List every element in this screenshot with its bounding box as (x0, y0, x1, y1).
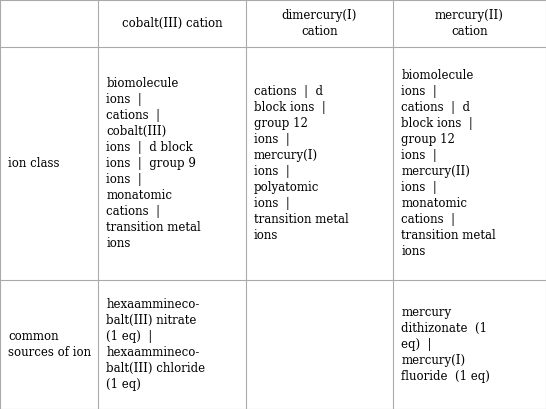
Text: biomolecule
ions  |
cations  |  d
block ions  |
group 12
ions  |
mercury(II)
ion: biomolecule ions | cations | d block ion… (401, 69, 496, 258)
Text: biomolecule
ions  |
cations  |
cobalt(III)
ions  |  d block
ions  |  group 9
ion: biomolecule ions | cations | cobalt(III)… (106, 77, 201, 250)
Text: cations  |  d
block ions  |
group 12
ions  |
mercury(I)
ions  |
polyatomic
ions : cations | d block ions | group 12 ions |… (254, 85, 349, 242)
Text: dimercury(I)
cation: dimercury(I) cation (282, 9, 357, 38)
Text: cobalt(III) cation: cobalt(III) cation (122, 17, 222, 30)
Text: mercury
dithizonate  (1
eq)  |
mercury(I)
fluoride  (1 eq): mercury dithizonate (1 eq) | mercury(I) … (401, 306, 490, 383)
Text: hexaammineco-
balt(III) nitrate
(1 eq)  |
hexaammineco-
balt(III) chloride
(1 eq: hexaammineco- balt(III) nitrate (1 eq) |… (106, 298, 206, 391)
Text: ion class: ion class (8, 157, 60, 170)
Text: common
sources of ion: common sources of ion (8, 330, 91, 359)
Text: mercury(II)
cation: mercury(II) cation (435, 9, 504, 38)
